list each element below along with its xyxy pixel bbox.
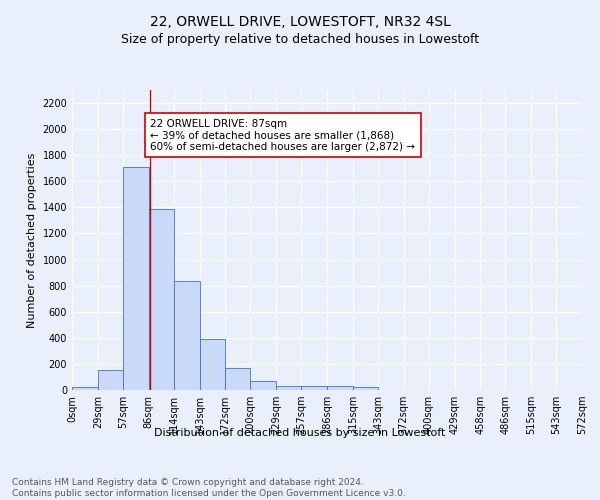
Bar — [173, 281, 199, 390]
Bar — [276, 386, 301, 390]
Text: Distribution of detached houses by size in Lowestoft: Distribution of detached houses by size … — [154, 428, 446, 438]
Bar — [72, 388, 98, 390]
Bar — [98, 370, 123, 390]
Bar — [250, 381, 276, 390]
Bar — [353, 388, 378, 390]
Bar — [199, 339, 226, 390]
Bar — [149, 208, 173, 390]
Text: Size of property relative to detached houses in Lowestoft: Size of property relative to detached ho… — [121, 32, 479, 46]
Bar — [123, 167, 149, 390]
Text: 22, ORWELL DRIVE, LOWESTOFT, NR32 4SL: 22, ORWELL DRIVE, LOWESTOFT, NR32 4SL — [149, 15, 451, 29]
Text: 22 ORWELL DRIVE: 87sqm
← 39% of detached houses are smaller (1,868)
60% of semi-: 22 ORWELL DRIVE: 87sqm ← 39% of detached… — [151, 118, 415, 152]
Text: Contains HM Land Registry data © Crown copyright and database right 2024.
Contai: Contains HM Land Registry data © Crown c… — [12, 478, 406, 498]
Y-axis label: Number of detached properties: Number of detached properties — [27, 152, 37, 328]
Bar — [327, 386, 353, 390]
Bar — [301, 386, 327, 390]
Bar — [226, 368, 250, 390]
